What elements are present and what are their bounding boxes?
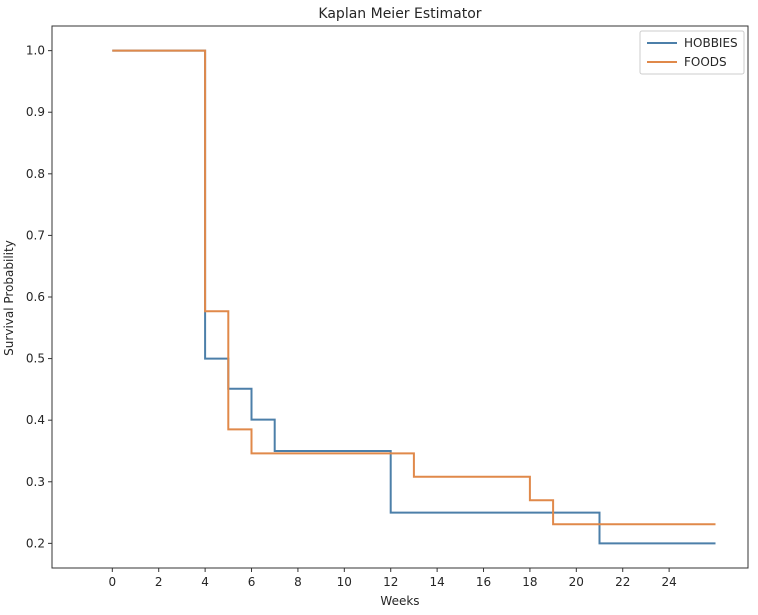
x-tick-label: 18 [522, 575, 537, 589]
y-tick-label: 0.4 [26, 413, 45, 427]
y-tick-label: 0.7 [26, 228, 45, 242]
y-tick-label: 0.9 [26, 105, 45, 119]
y-tick-label: 0.3 [26, 475, 45, 489]
x-tick-label: 20 [569, 575, 584, 589]
y-tick-label: 0.8 [26, 167, 45, 181]
x-tick-label: 16 [476, 575, 491, 589]
x-axis-title: Weeks [380, 594, 419, 608]
x-tick-label: 0 [108, 575, 116, 589]
legend-label-foods: FOODS [684, 55, 727, 69]
series-line-foods [112, 49, 716, 526]
y-tick-label: 0.5 [26, 352, 45, 366]
x-tick-label: 4 [201, 575, 209, 589]
y-axis-title: Survival Probability [2, 240, 16, 356]
x-tick-label: 2 [155, 575, 163, 589]
y-tick-label: 1.0 [26, 44, 45, 58]
axis-ticks: 0 2 4 6 8 10 12 14 16 18 20 22 240.20.30.40.50.60.70… [26, 44, 677, 589]
y-tick-label: 0.2 [26, 536, 45, 550]
x-tick-label: 24 [661, 575, 676, 589]
x-tick-label: 14 [429, 575, 444, 589]
x-tick-label: 22 [615, 575, 630, 589]
x-tick-label: 6 [248, 575, 256, 589]
plot-frame [51, 25, 749, 569]
x-tick-label: 12 [383, 575, 398, 589]
series-lines [112, 49, 716, 545]
y-tick-label: 0.6 [26, 290, 45, 304]
x-tick-label: 8 [294, 575, 302, 589]
legend-label-hobbies: HOBBIES [684, 36, 738, 50]
x-tick-label: 10 [337, 575, 352, 589]
legend: HOBBIES FOODS [639, 30, 745, 75]
chart-title: Kaplan Meier Estimator [318, 6, 481, 22]
legend-box [639, 30, 745, 75]
series-line-hobbies [112, 49, 716, 545]
